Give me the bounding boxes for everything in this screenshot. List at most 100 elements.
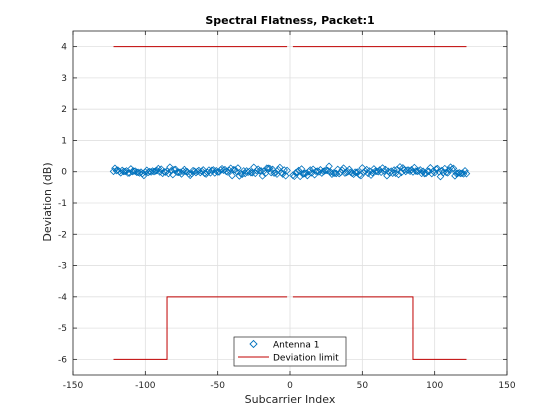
antenna-1-point	[154, 164, 163, 173]
y-tick-label: -3	[58, 262, 67, 272]
antenna-1-point	[167, 166, 176, 175]
antenna-1-point	[407, 165, 416, 174]
x-tick-label: -150	[63, 381, 84, 391]
antenna-1-point	[451, 172, 459, 180]
antenna-1-point	[211, 169, 219, 177]
x-tick-label: -50	[210, 381, 225, 391]
antenna-1-point	[442, 168, 451, 177]
x-tick-label: 150	[498, 381, 515, 391]
antenna-1-point	[116, 169, 125, 177]
antenna-1-point	[281, 172, 290, 180]
antenna-1-point	[260, 167, 268, 175]
axis-ticks: -150 -100 -50 0 50 100 150 -6 -5 -4 -3 -2 -1 0 1 2 3 4	[58, 31, 516, 391]
antenna-1-point	[160, 167, 168, 176]
antenna-1-point	[247, 168, 255, 177]
antenna-1-point	[341, 169, 349, 177]
antenna-1-point	[394, 170, 403, 179]
legend-diamond-marker	[249, 339, 258, 349]
antenna-1-point	[428, 169, 436, 178]
antenna-1-point	[344, 167, 352, 176]
antenna-1-point	[383, 171, 391, 180]
antenna-1-point	[443, 169, 452, 177]
antenna-1-point	[373, 167, 381, 176]
antenna-1-point	[318, 169, 326, 177]
antenna-1-point	[283, 166, 291, 175]
antenna-1-point	[377, 168, 385, 177]
y-tick-label: 3	[61, 74, 67, 84]
antenna-1-point	[397, 168, 406, 177]
antenna-1-point	[296, 172, 304, 181]
antenna-1-point	[112, 166, 121, 175]
antenna-1-point	[371, 167, 380, 176]
antenna-1-point	[234, 164, 242, 172]
antenna-1-point	[151, 167, 160, 175]
antenna-1-point	[390, 166, 398, 174]
antenna-1-point	[406, 167, 414, 175]
antenna-1-point	[462, 169, 471, 178]
antenna-1-series	[109, 162, 471, 181]
antenna-1-point	[222, 167, 231, 176]
y-tick-label: -5	[58, 324, 67, 334]
antenna-1-point	[258, 172, 267, 180]
antenna-1-point	[374, 167, 383, 176]
y-tick-label: 4	[61, 43, 67, 53]
antenna-1-point	[199, 166, 207, 174]
antenna-1-point	[412, 167, 420, 175]
antenna-1-point	[456, 169, 465, 178]
antenna-1-point	[213, 168, 222, 176]
antenna-1-point	[299, 170, 307, 178]
antenna-1-point	[261, 169, 270, 178]
x-tick-label: 50	[357, 381, 369, 391]
antenna-1-point	[293, 168, 301, 176]
antenna-1-point	[387, 167, 396, 175]
antenna-1-point	[200, 169, 209, 178]
antenna-1-point	[449, 164, 458, 173]
antenna-1-point	[433, 164, 442, 173]
y-tick-label: -2	[58, 230, 67, 240]
legend: Antenna 1 Deviation limit	[233, 336, 347, 367]
antenna-1-point	[438, 166, 446, 175]
y-tick-label: 0	[61, 168, 67, 178]
antenna-1-point	[329, 169, 338, 177]
antenna-1-point	[386, 169, 394, 177]
antenna-1-point	[448, 165, 456, 173]
antenna-1-point	[413, 167, 422, 176]
antenna-1-point	[313, 167, 322, 175]
antenna-1-point	[436, 172, 445, 181]
antenna-1-point	[441, 164, 449, 173]
antenna-1-point	[119, 167, 128, 176]
antenna-1-point	[128, 167, 137, 176]
y-tick-label: -6	[58, 355, 67, 365]
chart-title: Spectral Flatness, Packet:1	[205, 14, 374, 27]
x-axis-label: Subcarrier Index	[245, 393, 336, 406]
antenna-1-point	[461, 167, 469, 175]
y-tick-label: 1	[61, 136, 67, 146]
y-tick-label: 2	[61, 105, 67, 115]
antenna-1-point	[322, 166, 330, 175]
antenna-1-point	[144, 168, 152, 177]
antenna-1-point	[280, 166, 288, 174]
y-tick-label: -1	[58, 199, 67, 209]
antenna-1-point	[302, 169, 310, 178]
legend-entry-deviation-limit: Deviation limit	[273, 354, 339, 364]
y-tick-label: -4	[58, 293, 67, 303]
antenna-1-point	[320, 167, 329, 175]
antenna-1-point	[179, 167, 187, 175]
y-axis-label: Deviation (dB)	[41, 162, 54, 241]
antenna-1-point	[355, 171, 364, 179]
antenna-1-point	[294, 166, 303, 175]
antenna-1-point	[263, 164, 271, 172]
legend-entry-antenna-1: Antenna 1	[273, 341, 319, 351]
antenna-1-point	[422, 169, 430, 178]
antenna-1-point	[264, 164, 273, 173]
deviation-limit-line	[292, 296, 467, 360]
antenna-1-point	[306, 166, 315, 174]
antenna-1-point	[235, 172, 244, 180]
x-tick-label: 100	[426, 381, 443, 391]
antenna-1-point	[134, 168, 142, 177]
antenna-1-point	[336, 168, 345, 177]
deviation-limit-series	[113, 46, 467, 360]
x-tick-label: 0	[287, 381, 293, 391]
antenna-1-point	[319, 167, 328, 176]
